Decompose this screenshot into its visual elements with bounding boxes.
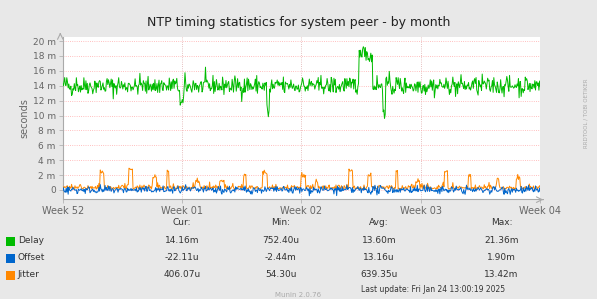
Text: NTP timing statistics for system peer - by month: NTP timing statistics for system peer - … [147,16,450,29]
Text: RRDTOOL / TOBI OETIKER: RRDTOOL / TOBI OETIKER [584,79,589,148]
Text: Last update: Fri Jan 24 13:00:19 2025: Last update: Fri Jan 24 13:00:19 2025 [361,285,505,294]
Text: 13.42m: 13.42m [484,270,519,279]
Text: -2.44m: -2.44m [264,253,297,262]
Text: Delay: Delay [18,236,44,245]
Text: 406.07u: 406.07u [164,270,201,279]
Text: 14.16m: 14.16m [165,236,199,245]
Text: 1.90m: 1.90m [487,253,516,262]
Y-axis label: seconds: seconds [20,98,30,138]
Text: Avg:: Avg: [370,218,389,227]
Text: Min:: Min: [271,218,290,227]
Text: 13.60m: 13.60m [362,236,396,245]
Text: 639.35u: 639.35u [361,270,398,279]
Text: Cur:: Cur: [173,218,191,227]
Text: Jitter: Jitter [18,270,40,279]
Text: Max:: Max: [491,218,512,227]
Text: 752.40u: 752.40u [262,236,299,245]
Text: 21.36m: 21.36m [484,236,519,245]
Text: Munin 2.0.76: Munin 2.0.76 [275,292,322,298]
Text: 13.16u: 13.16u [364,253,395,262]
Text: Offset: Offset [18,253,45,262]
Text: 54.30u: 54.30u [265,270,296,279]
Text: -22.11u: -22.11u [165,253,199,262]
